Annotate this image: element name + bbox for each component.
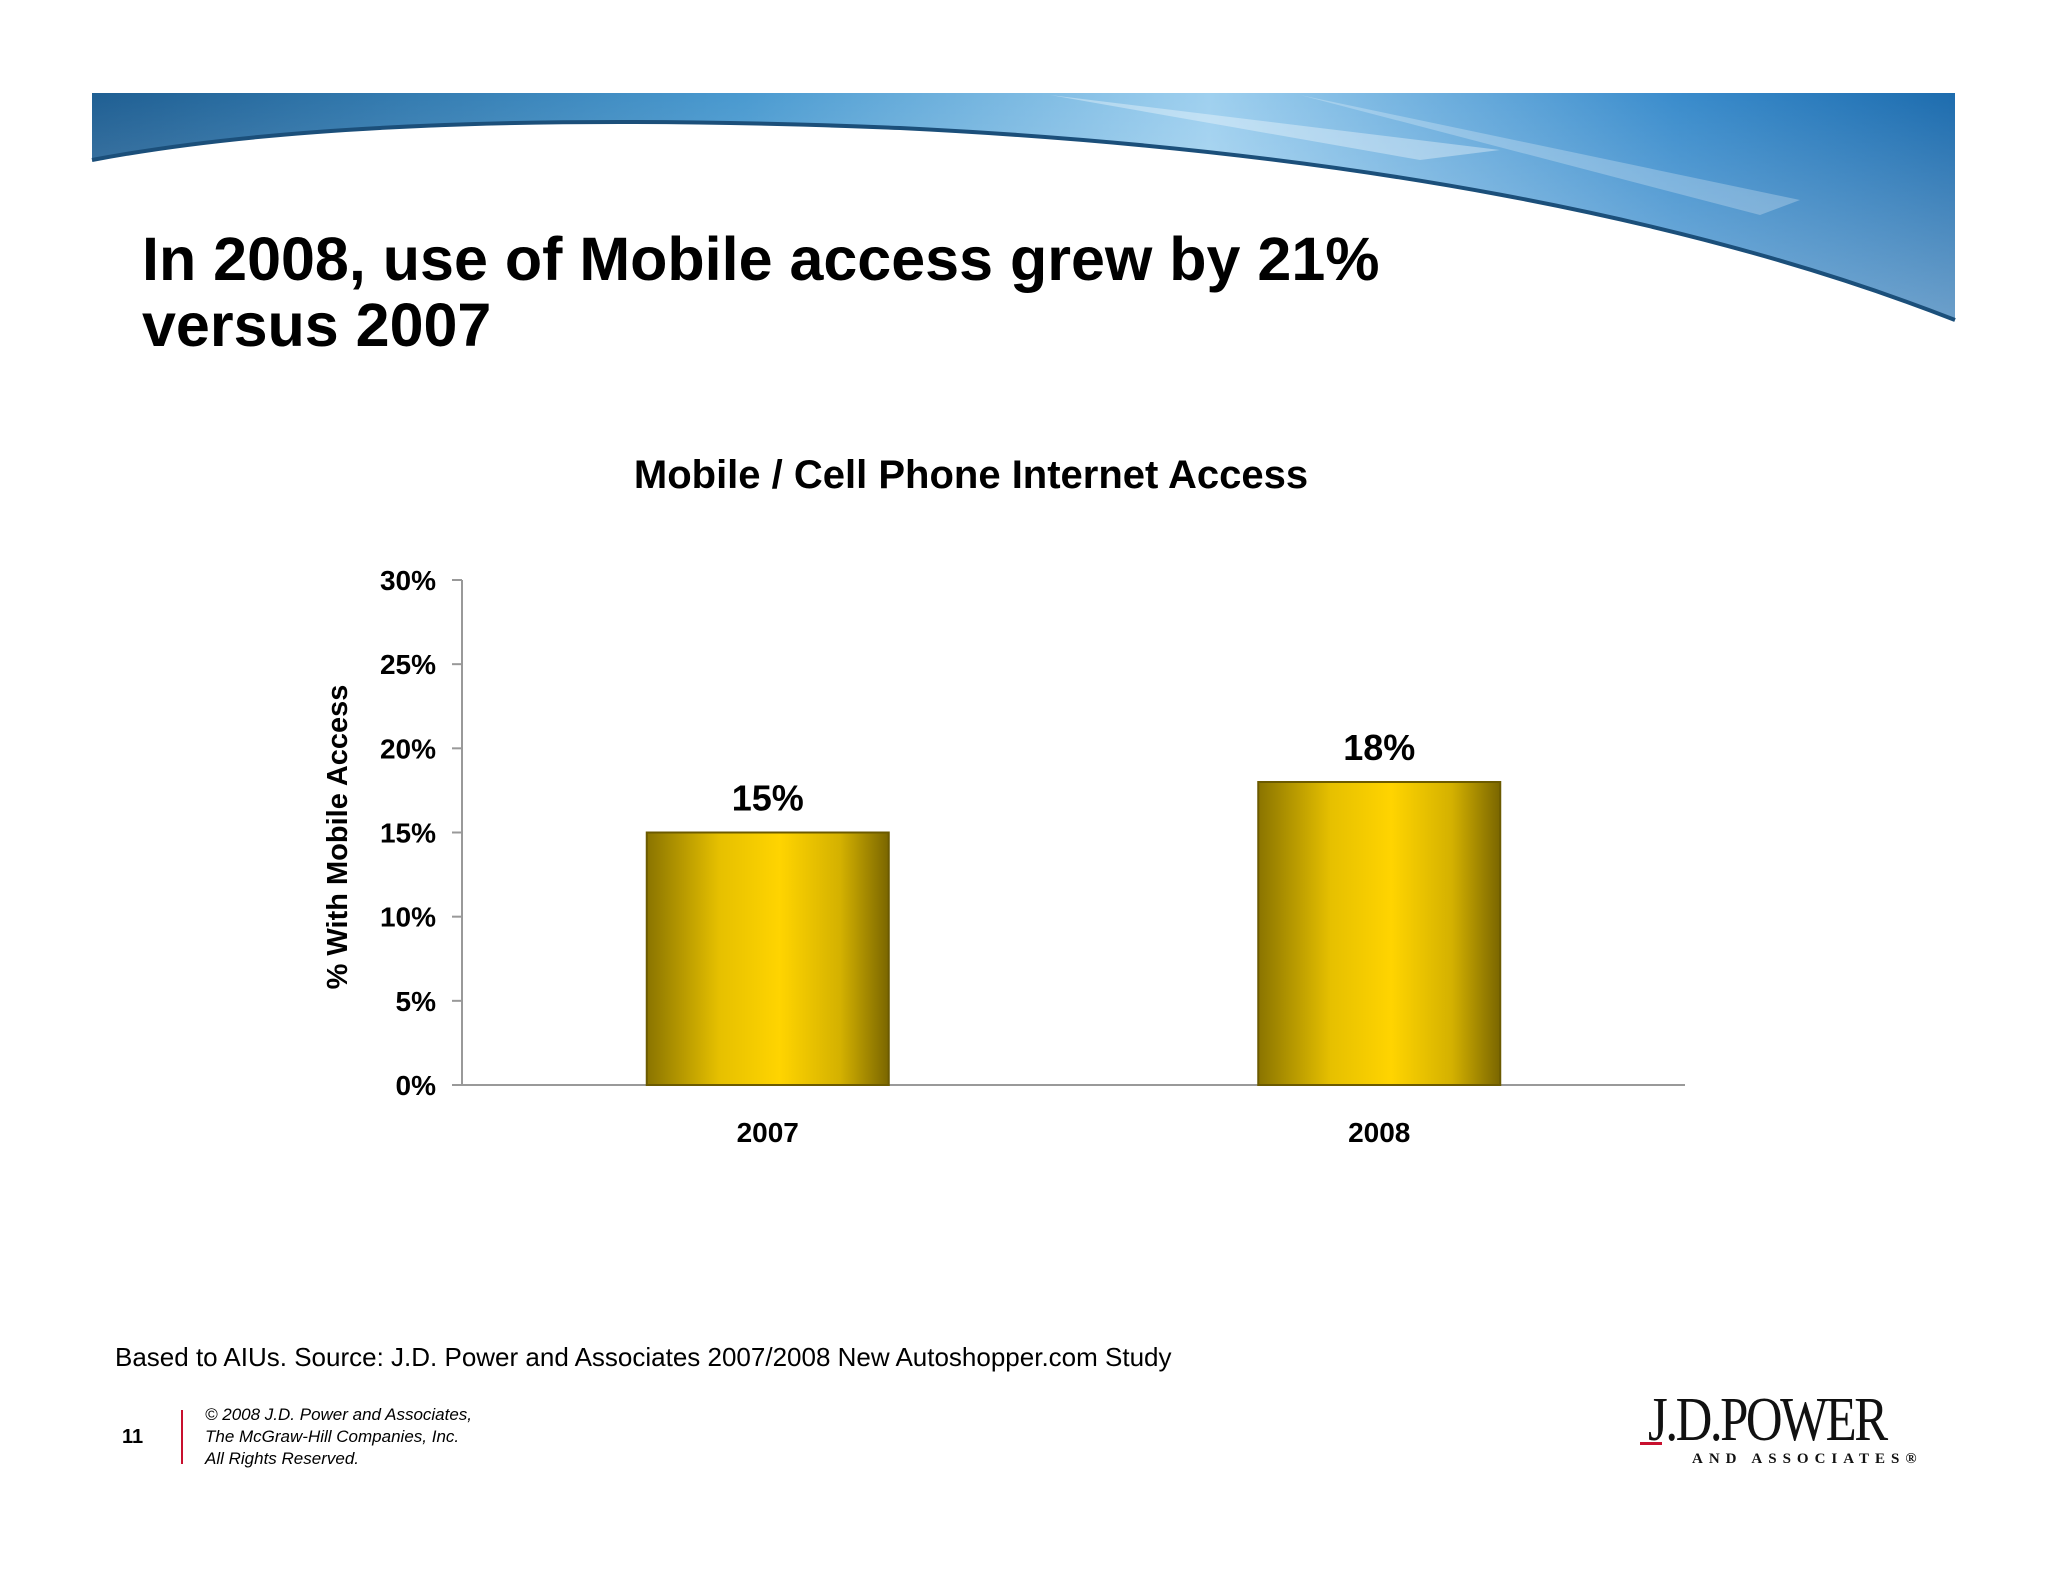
y-axis-label: % With Mobile Access [322,685,354,990]
bar-2008 [1257,781,1502,1086]
chart-title: Mobile / Cell Phone Internet Access [634,453,1308,497]
slide-title-line-1: In 2008, use of Mobile access grew by 21… [142,225,1380,293]
data-label-2008: 18% [1343,727,1415,768]
slide-title: In 2008, use of Mobile access grew by 21… [142,226,1542,358]
x-tick-label-2007: 2007 [737,1117,799,1148]
slide-title-line-2: versus 2007 [142,291,492,359]
copyright-line-2: The McGraw-Hill Companies, Inc. [205,1427,460,1446]
y-tick-label: 15% [380,818,436,849]
y-tick-label: 25% [380,649,436,680]
header-banner [91,93,1956,322]
copyright-line-1: © 2008 J.D. Power and Associates, [205,1405,473,1424]
source-note: Based to AIUs. Source: J.D. Power and As… [115,1342,1172,1372]
y-tick-label: 30% [380,565,436,596]
data-label-2007: 15% [732,778,804,819]
y-tick-label: 5% [396,986,437,1017]
y-tick-label: 20% [380,733,436,764]
jd-power-logo: J.D.POWER AND ASSOCIATES® [1640,1385,1917,1495]
bar-2007 [645,831,890,1086]
logo-wordmark: J.D.POWER [1648,1386,1888,1454]
copyright-notice: © 2008 J.D. Power and Associates, The Mc… [205,1404,472,1470]
logo-subtitle: AND ASSOCIATES® [1692,1451,1923,1467]
page-number: 11 [122,1426,144,1448]
copyright-line-3: All Rights Reserved. [205,1449,360,1468]
x-tick-label-2008: 2008 [1348,1117,1410,1148]
footer-divider [181,1410,183,1464]
y-tick-label: 10% [380,902,436,933]
logo-red-line [1640,1442,1662,1445]
y-tick-label: 0% [396,1070,437,1101]
